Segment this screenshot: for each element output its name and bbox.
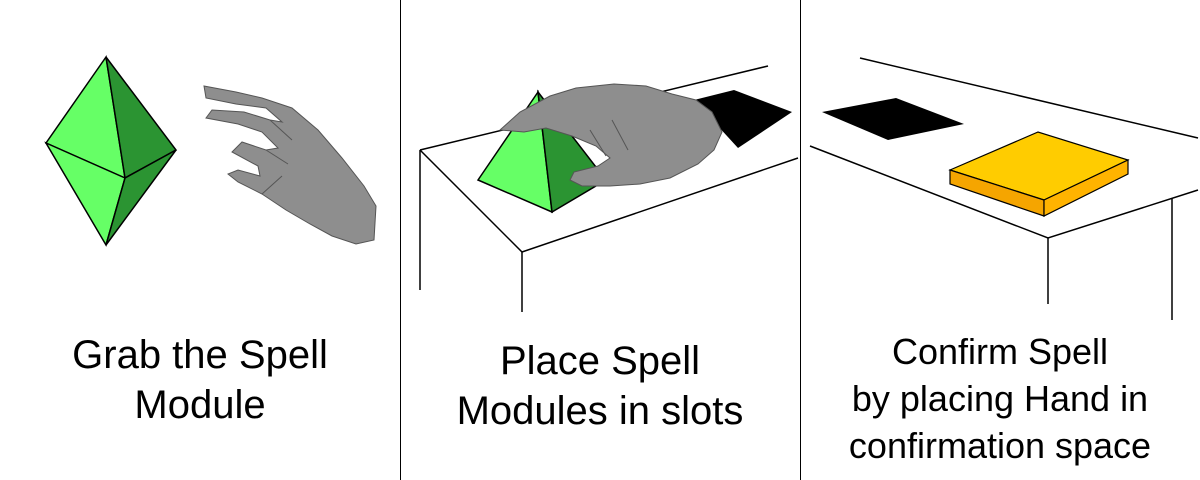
panel-divider (400, 0, 401, 480)
step-grab-panel: Grab the Spell Module (0, 0, 400, 480)
caption-line: Confirm Spell (891, 331, 1109, 372)
caption-line: Place Spell (499, 339, 701, 383)
slot-icon (694, 90, 792, 148)
caption-line: Module (134, 383, 266, 427)
step-caption: Place Spell Modules in slots (400, 336, 800, 436)
octahedron-spell-module-icon (44, 55, 178, 247)
confirmation-space-icon (948, 131, 1130, 217)
grab-illustration (44, 55, 377, 247)
hand-icon (498, 83, 723, 187)
step-caption: Confirm Spell by placing Hand in confirm… (800, 328, 1200, 469)
slot-icon (822, 98, 964, 140)
step-confirm-panel: Confirm Spell by placing Hand in confirm… (800, 0, 1200, 480)
table-icon (809, 57, 1199, 320)
step-caption: Grab the Spell Module (0, 330, 400, 430)
caption-line: confirmation space (848, 425, 1152, 466)
caption-line: Grab the Spell (72, 333, 328, 377)
step-place-panel: Place Spell Modules in slots (400, 0, 800, 480)
panel-divider (800, 0, 801, 480)
caption-line: Modules in slots (456, 389, 744, 433)
hand-icon (203, 85, 377, 245)
place-illustration (419, 65, 799, 312)
confirm-illustration (809, 57, 1199, 320)
caption-line: by placing Hand in (851, 378, 1149, 419)
